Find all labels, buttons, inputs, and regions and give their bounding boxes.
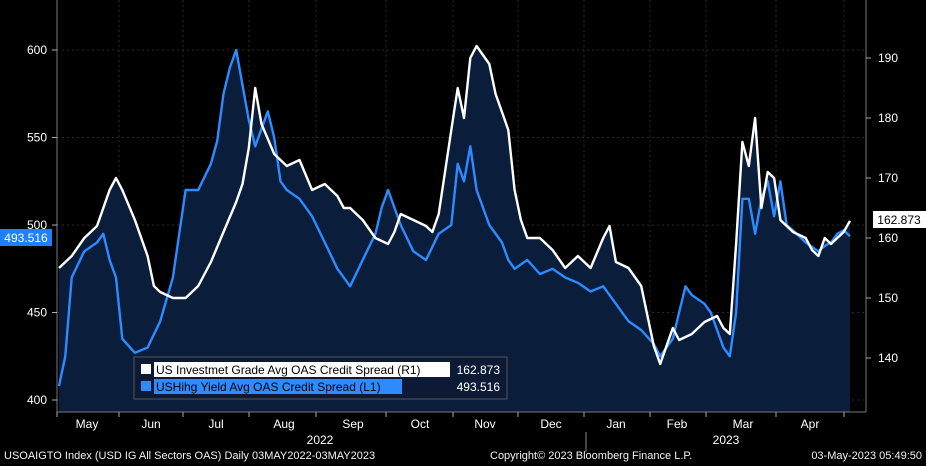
legend-value-ig: 162.873 xyxy=(457,363,501,377)
left-axis-ticks: 400 450 500 550 600 xyxy=(27,43,57,407)
month-label: Jun xyxy=(141,417,160,431)
footer-copyright: Copyright© 2023 Bloomberg Finance L.P. xyxy=(490,450,693,462)
legend-swatch-ig xyxy=(141,364,151,374)
legend-value-hy: 493.516 xyxy=(457,380,501,394)
hy-series-line xyxy=(57,48,851,387)
left-tick-label: 450 xyxy=(27,306,47,320)
legend-label-ig-bg xyxy=(154,362,450,377)
right-tick-label: 170 xyxy=(878,171,898,185)
right-axis-ticks: 140 150 160 170 180 190 xyxy=(866,51,898,365)
month-label: Dec xyxy=(540,417,561,431)
right-tick-label: 140 xyxy=(878,351,898,365)
left-tick-label: 550 xyxy=(27,131,47,145)
month-label: Nov xyxy=(474,417,495,431)
legend-label-ig: US Investmet Grade Avg OAS Credit Spread… xyxy=(156,363,421,377)
legend-label-hy-bg xyxy=(154,379,402,394)
right-tick-label: 160 xyxy=(878,231,898,245)
month-label: Jan xyxy=(606,417,625,431)
right-tick-label: 180 xyxy=(878,111,898,125)
year-label-2023: 2023 xyxy=(713,433,740,447)
left-last-value: 493.516 xyxy=(4,231,48,245)
legend-swatch-hy xyxy=(141,381,151,391)
right-tick-label: 150 xyxy=(878,291,898,305)
month-label: Mar xyxy=(733,417,754,431)
month-label: Apr xyxy=(801,417,820,431)
footer-ticker-info: USOAIGTO Index (USD IG All Sectors OAS) … xyxy=(4,450,376,462)
right-last-value-tag: 162.873 xyxy=(873,211,926,228)
month-label: Oct xyxy=(411,417,430,431)
right-last-value: 162.873 xyxy=(877,213,921,227)
left-last-value-tag: 493.516 xyxy=(0,229,52,246)
month-label: Feb xyxy=(667,417,688,431)
legend: US Investmet Grade Avg OAS Credit Spread… xyxy=(133,356,508,400)
x-axis-month-labels: May Jun Jul Aug Sep Oct Nov Dec Jan Feb Mar Apr xyxy=(56,412,845,431)
left-tick-label: 500 xyxy=(27,218,47,232)
legend-label-hy: USHihg Yield Avg OAS Credit Spread (L1) xyxy=(156,380,381,394)
hy-area-fill xyxy=(59,46,850,412)
month-label: Sep xyxy=(342,417,364,431)
month-label: May xyxy=(76,417,99,431)
footer-timestamp: 03-May-2023 05:49:50 xyxy=(811,450,922,462)
left-tick-label: 600 xyxy=(27,43,47,57)
year-label-2022: 2022 xyxy=(307,433,334,447)
month-label: Aug xyxy=(273,417,294,431)
ig-series-line xyxy=(58,44,852,366)
month-label: Jul xyxy=(208,417,223,431)
left-tick-label: 400 xyxy=(27,393,47,407)
right-tick-label: 190 xyxy=(878,51,898,65)
